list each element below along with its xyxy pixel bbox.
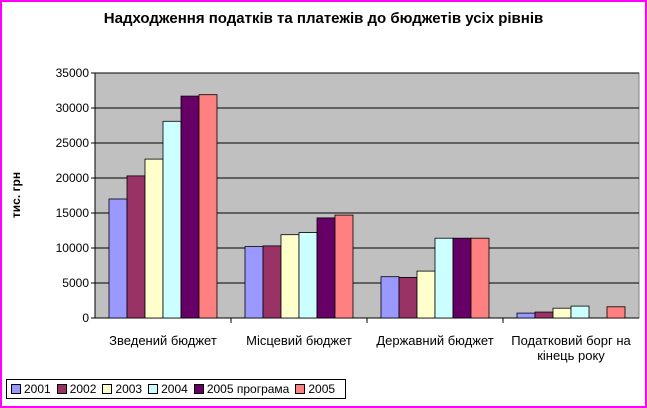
- bar: [516, 312, 536, 319]
- bar: [398, 276, 418, 319]
- chart-title: Надходження податків та платежів до бюдж…: [103, 10, 544, 27]
- x-category-label: Податковий борг на: [511, 333, 631, 348]
- bar: [198, 94, 218, 319]
- bar: [570, 305, 590, 319]
- y-tick-label: 5000: [62, 276, 89, 290]
- legend-swatch: [11, 384, 21, 394]
- y-tick-label: 35000: [56, 66, 90, 80]
- legend-item: 2004: [148, 382, 188, 396]
- legend-item: 2005 програма: [193, 382, 290, 396]
- y-tick-label: 30000: [56, 101, 90, 115]
- bar: [180, 95, 200, 319]
- bar: [434, 237, 454, 319]
- legend-label: 2003: [115, 382, 143, 396]
- y-axis-label: тис. грн: [9, 172, 23, 218]
- bar: [144, 158, 164, 319]
- legend-label: 2005: [308, 382, 336, 396]
- x-category-label: Місцевий бюджет: [246, 333, 352, 348]
- bar: [280, 234, 300, 319]
- x-category-label: Державний бюджет: [376, 333, 493, 348]
- legend-swatch: [193, 384, 204, 394]
- bar: [162, 120, 182, 319]
- legend-label: 2004: [161, 382, 188, 396]
- legend-item: 2001: [11, 382, 51, 396]
- bar: [534, 311, 554, 319]
- legend-label: 2001: [24, 382, 51, 396]
- bar: [606, 306, 626, 319]
- legend-swatch: [102, 384, 113, 394]
- bar: [334, 214, 354, 319]
- y-tick-label: 0: [82, 311, 89, 325]
- y-tick-label: 15000: [56, 206, 90, 220]
- bar: [298, 232, 318, 319]
- bar: [470, 237, 490, 319]
- bar: [452, 237, 472, 319]
- bar: [380, 276, 400, 319]
- bar: [126, 175, 146, 319]
- bar: [416, 270, 436, 319]
- bar: [108, 198, 128, 319]
- legend-swatch: [56, 384, 67, 394]
- chart-legend: 2001 2002 2003 2004 2005 програма 2005: [6, 379, 347, 399]
- bar: [316, 217, 336, 319]
- legend-item: 2005: [295, 382, 335, 396]
- legend-item: 2003: [102, 382, 142, 396]
- y-tick-label: 10000: [56, 241, 90, 255]
- y-tick-label: 25000: [56, 136, 90, 150]
- bar: [244, 246, 264, 319]
- legend-label: 2002: [69, 382, 97, 396]
- legend-item: 2002: [56, 382, 97, 396]
- legend-label: 2005 програма: [206, 382, 290, 396]
- x-category-label: Зведений бюджет: [109, 333, 217, 348]
- bar: [262, 245, 282, 319]
- bar: [552, 307, 572, 319]
- legend-swatch: [148, 384, 159, 394]
- x-category-label: кінець року: [537, 348, 605, 363]
- legend-swatch: [295, 384, 306, 394]
- y-tick-label: 20000: [56, 171, 90, 185]
